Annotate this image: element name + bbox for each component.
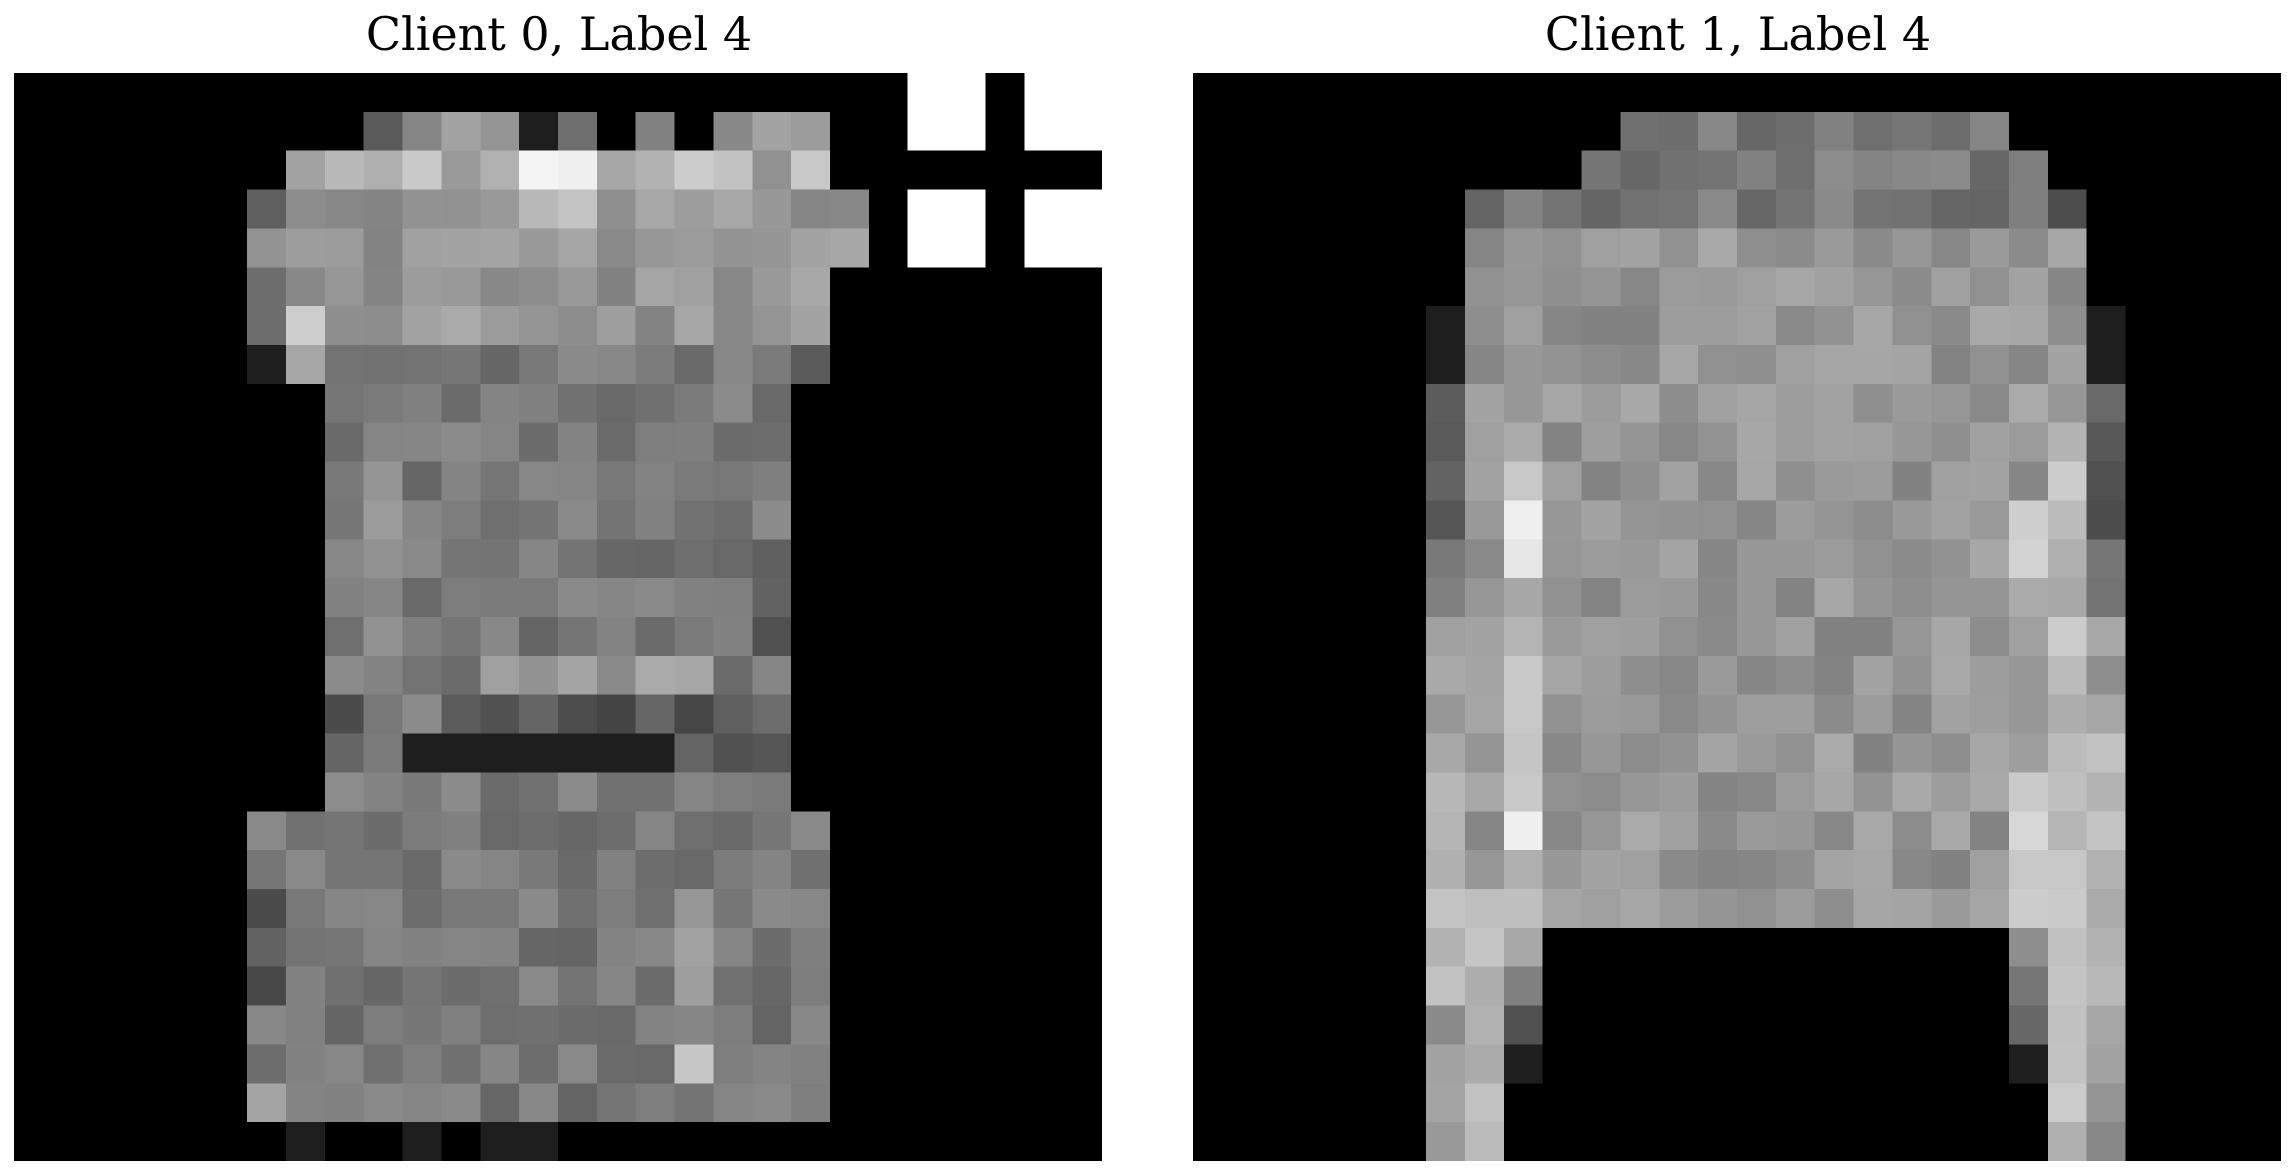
client-0-image xyxy=(14,73,1102,1161)
panel-title-client-1: Client 1, Label 4 xyxy=(1544,7,1932,61)
client-1-image xyxy=(1193,73,2281,1161)
panel-title-client-0: Client 0, Label 4 xyxy=(365,7,753,61)
